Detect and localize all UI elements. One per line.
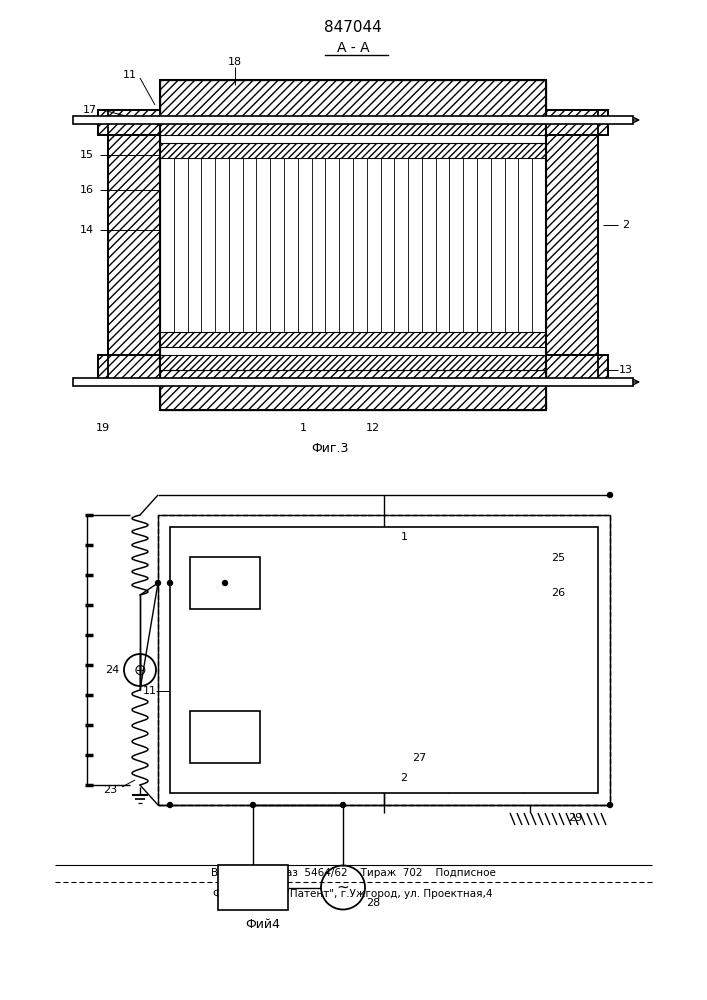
Bar [98, 110, 160, 135]
Text: 19: 19 [96, 423, 110, 433]
Bar [190, 557, 260, 609]
Bar [160, 143, 546, 158]
Bar [160, 120, 546, 135]
Text: 17: 17 [83, 105, 97, 115]
Circle shape [250, 802, 255, 808]
Text: 2: 2 [400, 773, 407, 783]
Text: 26: 26 [551, 588, 565, 598]
Text: ВНИИПИ   Заказ  5464/62    Тираж  702    Подписное: ВНИИПИ Заказ 5464/62 Тираж 702 Подписное [211, 868, 496, 879]
Text: 2: 2 [622, 220, 629, 230]
Bar [190, 711, 260, 763]
Bar [160, 120, 546, 135]
Circle shape [607, 802, 612, 808]
Text: 27: 27 [412, 753, 426, 763]
Bar [170, 527, 598, 793]
Circle shape [168, 580, 173, 585]
Bar [160, 355, 546, 370]
Text: 25: 25 [551, 553, 565, 563]
Text: 29: 29 [568, 813, 582, 823]
Text: 1: 1 [400, 532, 407, 542]
Bar [160, 347, 546, 355]
Bar [546, 110, 598, 380]
Text: 30: 30 [245, 881, 261, 894]
Circle shape [223, 580, 228, 585]
Text: 11: 11 [123, 70, 137, 80]
Text: 24: 24 [105, 665, 119, 675]
Circle shape [156, 580, 160, 585]
Bar [98, 355, 160, 380]
Bar [546, 355, 608, 380]
Bar [546, 110, 608, 135]
Bar [160, 80, 546, 410]
Bar [546, 355, 608, 380]
Bar [218, 865, 288, 910]
Bar [98, 355, 160, 380]
Text: 28: 28 [366, 898, 380, 908]
Bar [160, 135, 546, 143]
Text: 14: 14 [80, 225, 94, 235]
Text: Фиг.3: Фиг.3 [311, 442, 349, 454]
Text: Фий4: Фий4 [245, 918, 281, 932]
Bar [546, 110, 598, 380]
Bar [108, 110, 160, 380]
Bar [160, 370, 546, 410]
Circle shape [168, 802, 173, 808]
Text: 32: 32 [217, 576, 233, 589]
Bar [73, 378, 633, 386]
Bar [158, 515, 610, 805]
Text: 18: 18 [228, 57, 242, 67]
Text: 847044: 847044 [324, 20, 382, 35]
Bar [160, 158, 546, 332]
Text: Филиал ППП "Патент", г.Ужгород, ул. Проектная,4: Филиал ППП "Патент", г.Ужгород, ул. Прое… [214, 889, 493, 899]
Bar [160, 332, 546, 347]
Bar [160, 80, 546, 120]
Bar [160, 355, 546, 370]
Text: A - A: A - A [337, 41, 369, 55]
Bar [73, 116, 633, 124]
Bar [546, 110, 608, 135]
Text: 12: 12 [366, 423, 380, 433]
Text: 13: 13 [619, 365, 633, 375]
Text: 11: 11 [143, 686, 157, 696]
Bar [158, 515, 610, 805]
Text: ⊕: ⊕ [134, 662, 146, 678]
Bar [160, 370, 546, 410]
Text: 23: 23 [103, 785, 117, 795]
Bar [160, 143, 546, 158]
Bar [108, 110, 160, 380]
Bar [160, 80, 546, 120]
Text: 1: 1 [300, 423, 307, 433]
Bar [160, 332, 546, 347]
Text: 31: 31 [217, 730, 233, 744]
Text: 15: 15 [80, 150, 94, 160]
Text: 16: 16 [80, 185, 94, 195]
Text: ~: ~ [337, 880, 349, 895]
Bar [98, 110, 160, 135]
Circle shape [341, 802, 346, 808]
Circle shape [607, 492, 612, 497]
